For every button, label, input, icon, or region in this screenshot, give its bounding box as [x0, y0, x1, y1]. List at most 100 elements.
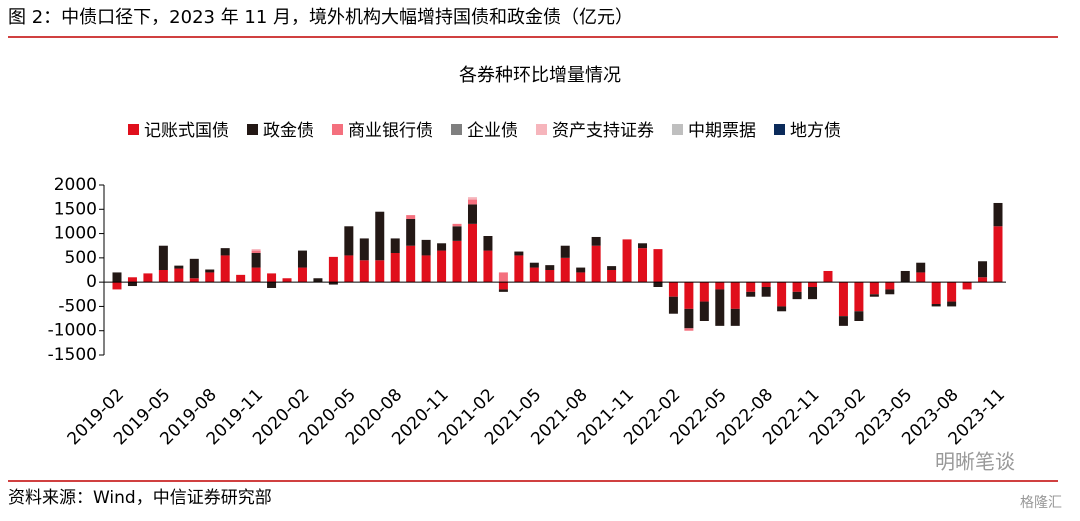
legend-swatch	[774, 124, 785, 135]
bar-segment	[359, 238, 369, 261]
bar-segment	[761, 282, 771, 287]
bar-segment	[452, 223, 462, 227]
bar-segment	[885, 289, 895, 295]
bar-segment	[653, 249, 663, 283]
bar-segment	[668, 296, 678, 314]
bar-segment	[359, 260, 369, 283]
bar-segment	[777, 282, 787, 307]
bar-segment	[947, 282, 957, 302]
bar-segment	[869, 282, 879, 295]
bar-segment	[220, 248, 230, 256]
source: 资料来源：Wind，中信证券研究部	[8, 488, 272, 508]
bar-segment	[467, 197, 477, 200]
legend-label: 商业银行债	[348, 121, 433, 141]
bar-segment	[375, 211, 385, 261]
bar-segment	[421, 239, 431, 256]
y-tick-label: 500	[65, 248, 97, 268]
bar-segment	[205, 272, 215, 283]
y-tick-label: 1000	[54, 224, 97, 244]
bar-segment	[746, 291, 756, 297]
bar-segment	[127, 277, 137, 283]
bar-segment	[854, 311, 864, 321]
bar-segment	[607, 270, 617, 283]
bar-segment	[467, 204, 477, 224]
y-tick-label: -500	[58, 296, 97, 316]
bar-segment	[993, 202, 1003, 227]
bar-segment	[730, 308, 740, 326]
bar-segment	[205, 269, 215, 273]
bar-segment	[143, 273, 153, 283]
bar-segment	[668, 282, 678, 297]
legend-label: 企业债	[467, 121, 518, 141]
bar-segment	[297, 267, 307, 283]
bar-segment	[684, 308, 694, 329]
bar-segment	[761, 287, 771, 297]
bar-segment	[777, 306, 787, 312]
y-tick-label: -1500	[48, 345, 97, 365]
bar-segment	[591, 236, 601, 246]
legend-label: 记账式国债	[144, 121, 229, 141]
bar-segment	[993, 226, 1003, 283]
bar-segment	[313, 278, 323, 283]
bar-segment	[452, 226, 462, 241]
bar-segment	[514, 251, 524, 256]
bar-segment	[576, 272, 586, 283]
bar-segment	[328, 282, 338, 285]
watermark: 格隆汇	[1020, 495, 1062, 511]
bar-segment	[622, 239, 632, 283]
chart-title: 各券种环比增量情况	[459, 65, 621, 86]
bar-segment	[375, 260, 385, 283]
bar-segment	[251, 253, 261, 268]
bar-segment	[808, 287, 818, 300]
bar-segment	[638, 248, 648, 283]
bar-segment	[792, 282, 802, 292]
watermark: 明晰笔谈	[935, 450, 1015, 474]
bar-segment	[127, 282, 137, 287]
bar-segment	[545, 270, 555, 283]
legend-swatch	[128, 124, 139, 135]
bar-segment	[297, 250, 307, 268]
bar-segment	[529, 262, 539, 268]
y-tick-label: 2000	[54, 175, 97, 195]
bar-segment	[591, 245, 601, 283]
bar-segment	[158, 245, 168, 270]
legend-swatch	[536, 124, 547, 135]
bar-segment	[406, 219, 416, 246]
bar-segment	[251, 267, 261, 283]
bar-segment	[560, 245, 570, 258]
bar-segment	[916, 272, 926, 283]
bar-segment	[112, 282, 122, 290]
legend-swatch	[451, 124, 462, 135]
bar-segment	[437, 250, 447, 283]
bar-segment	[715, 282, 725, 290]
bar-segment	[576, 267, 586, 273]
bar-segment	[467, 199, 477, 205]
bar-segment	[823, 270, 833, 283]
bar-segment	[251, 250, 261, 253]
bar-segment	[406, 245, 416, 283]
bar-segment	[962, 282, 972, 290]
bar-segment	[498, 282, 508, 290]
bar-segment	[174, 265, 184, 269]
bar-segment	[189, 278, 199, 283]
bar-segment	[808, 282, 818, 287]
figure-title: 图 2：中债口径下，2023 年 11 月，境外机构大幅增持国债和政金债（亿元）	[8, 7, 633, 28]
bar-segment	[514, 255, 524, 283]
legend-swatch	[247, 124, 258, 135]
bar-segment	[236, 274, 246, 283]
legend-label: 中期票据	[688, 121, 756, 141]
bar-segment	[838, 282, 848, 317]
y-tick-label: -1000	[48, 321, 97, 341]
bar-segment	[344, 226, 354, 256]
bar-segment	[869, 294, 879, 297]
bar-segment	[684, 282, 694, 309]
y-tick-label: 0	[86, 272, 97, 292]
bar-segment	[947, 301, 957, 307]
bar-segment	[900, 270, 910, 283]
legend-label: 地方债	[790, 121, 841, 141]
bar-segment	[838, 316, 848, 326]
y-tick-label: 1500	[54, 199, 97, 219]
bar-segment	[638, 243, 648, 249]
